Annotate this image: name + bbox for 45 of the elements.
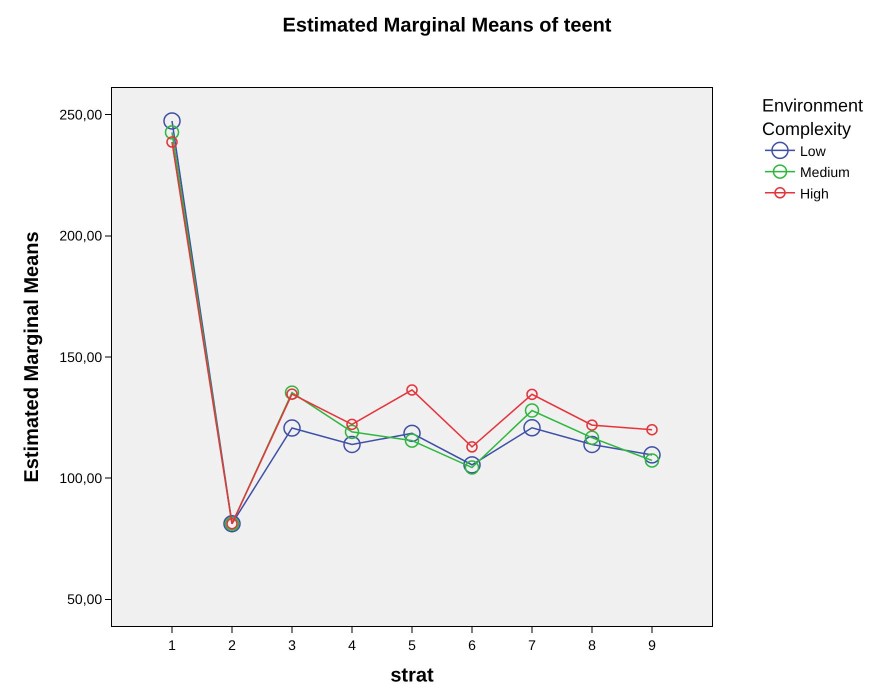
point: [163, 112, 181, 130]
point: [403, 424, 421, 442]
y-tick-label: 50,00: [67, 591, 102, 608]
x-tick-label: 1: [168, 636, 176, 653]
x-tick-label: 5: [408, 636, 416, 653]
point: [524, 403, 540, 418]
point: [583, 436, 601, 454]
point: [406, 384, 418, 396]
point: [283, 419, 301, 437]
point: [344, 424, 360, 440]
x-tick-label: 6: [468, 636, 476, 653]
legend-label: High: [800, 185, 829, 202]
y-tick-label: 100,00: [59, 470, 102, 486]
point: [166, 136, 178, 148]
point: [284, 385, 300, 400]
y-tick-label: 150,00: [59, 348, 102, 365]
x-axis-title: strat: [390, 664, 434, 686]
point: [644, 453, 660, 468]
point: [526, 388, 538, 400]
y-tick-label: 200,00: [59, 228, 102, 244]
point: [584, 430, 600, 445]
legend-title: Environment Complexity: [762, 95, 864, 139]
point: [464, 460, 480, 475]
point: [643, 446, 661, 464]
y-axis-title: Estimated Marginal Means: [20, 231, 43, 483]
point: [466, 441, 478, 453]
y-tick-label: 250,00: [59, 106, 102, 123]
point: [343, 436, 361, 454]
chart-title: Estimated Marginal Means of teent: [282, 14, 612, 36]
x-tick-label: 3: [288, 636, 296, 653]
point: [164, 125, 180, 140]
point: [286, 388, 298, 400]
point: [404, 433, 420, 448]
legend-label: Low: [800, 142, 827, 159]
point: [346, 418, 358, 430]
x-tick-label: 7: [528, 636, 536, 653]
x-tick-label: 4: [348, 636, 356, 653]
legend-label: Medium: [800, 164, 850, 180]
point: [646, 424, 658, 436]
x-tick-label: 8: [588, 636, 596, 653]
point: [463, 456, 481, 474]
point: [523, 419, 541, 437]
x-tick-label: 2: [228, 636, 236, 653]
point: [586, 419, 598, 431]
x-tick-label: 9: [648, 636, 656, 653]
